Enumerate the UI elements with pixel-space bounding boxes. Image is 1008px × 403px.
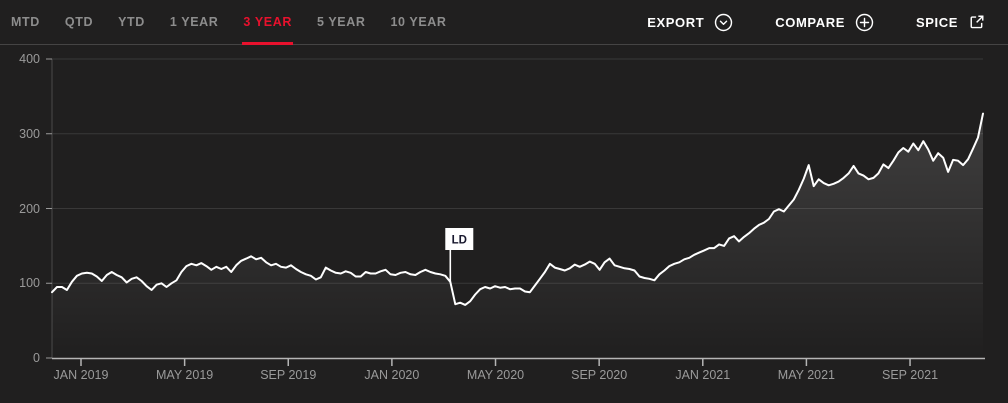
x-tick-label: MAY 2021 xyxy=(777,368,836,382)
y-tick-label: 200 xyxy=(19,201,40,216)
compare-button[interactable]: COMPARE xyxy=(769,12,880,33)
x-tick-label: SEP 2019 xyxy=(260,368,317,382)
range-tab-bar: MTD QTD YTD 1 YEAR 3 YEAR 5 YEAR 10 YEAR… xyxy=(0,0,1008,45)
compare-label: COMPARE xyxy=(775,14,845,30)
chevron-down-circle-icon xyxy=(715,13,733,31)
spice-label: SPICE xyxy=(915,14,958,30)
tab-mtd[interactable]: MTD xyxy=(10,0,41,44)
x-tick-label: JAN 2019 xyxy=(53,368,109,382)
tab-3-year[interactable]: 3 YEAR xyxy=(242,0,293,45)
x-tick-label: MAY 2019 xyxy=(156,368,214,382)
export-label: EXPORT xyxy=(647,14,705,30)
tab-1-year[interactable]: 1 YEAR xyxy=(169,0,220,44)
event-flag-box xyxy=(445,228,474,250)
x-tick-label: SEP 2020 xyxy=(571,368,628,382)
x-tick-label: MAY 2020 xyxy=(466,368,525,382)
time-range-tabs: MTD QTD YTD 1 YEAR 3 YEAR 5 YEAR 10 YEAR xyxy=(0,0,459,45)
spice-button[interactable]: SPICE xyxy=(910,12,992,32)
y-tick-label: 100 xyxy=(19,276,40,291)
export-button[interactable]: EXPORT xyxy=(641,12,739,33)
x-tick-label: JAN 2020 xyxy=(364,368,420,382)
tab-10-year[interactable]: 10 YEAR xyxy=(389,0,447,44)
x-tick-label: JAN 2021 xyxy=(675,368,731,382)
x-tick-label: SEP 2021 xyxy=(881,368,939,382)
plot-surface: LD xyxy=(46,58,985,366)
y-tick-label: 400 xyxy=(19,52,40,66)
event-flag-label: LD xyxy=(452,235,467,247)
y-tick-label: 300 xyxy=(19,126,40,141)
plus-circle-icon xyxy=(855,13,874,31)
price-chart[interactable]: LD 400 300 200 100 0 JAN 2019 MAY 2019 SEP 201… xyxy=(0,45,1008,403)
tab-ytd[interactable]: YTD xyxy=(117,0,146,44)
toolbar-actions: EXPORT COMPARE SPICE xyxy=(611,0,1008,44)
series-line xyxy=(51,112,984,306)
external-link-icon xyxy=(970,15,984,29)
area-fill xyxy=(52,113,983,358)
tab-qtd[interactable]: QTD xyxy=(64,0,94,44)
y-tick-label: 0 xyxy=(33,351,40,365)
tab-5-year[interactable]: 5 YEAR xyxy=(316,0,367,44)
